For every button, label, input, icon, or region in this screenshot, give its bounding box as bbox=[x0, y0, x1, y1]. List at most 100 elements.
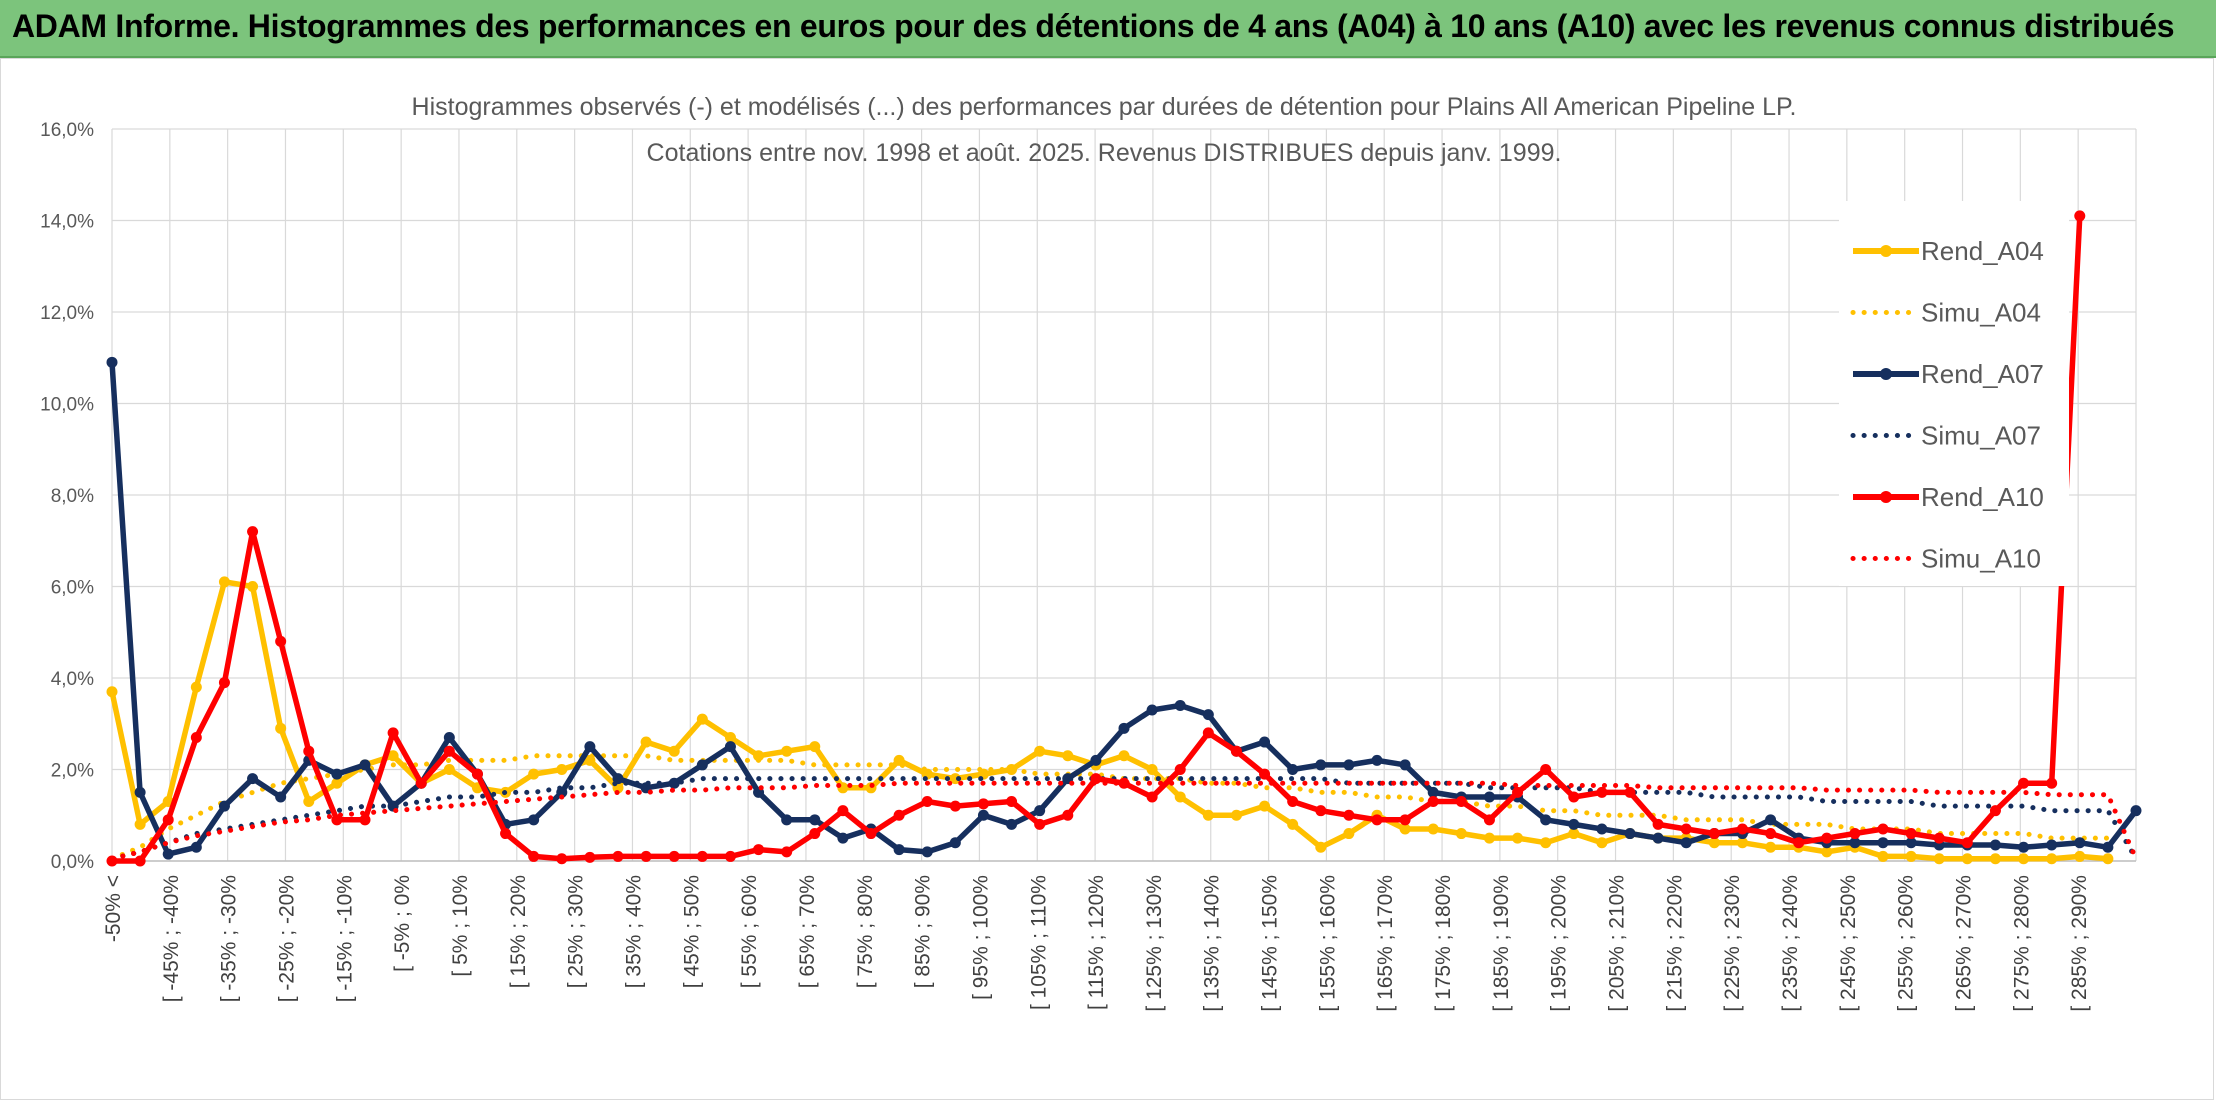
rend-a04-point bbox=[1399, 823, 1411, 835]
rend-a07-point bbox=[1399, 759, 1411, 771]
series-layer bbox=[106, 210, 2142, 867]
x-tick-label: [ 65% ; 70% bbox=[796, 875, 819, 988]
rend-a07-point bbox=[2018, 841, 2030, 853]
y-tick-label: 6,0% bbox=[51, 578, 94, 599]
rend-a07-point bbox=[247, 773, 259, 785]
x-tick-label: [ 85% ; 90% bbox=[912, 875, 935, 988]
rend-a10-point bbox=[1512, 786, 1524, 798]
report-header: ADAM Informe. Histogrammes des performan… bbox=[0, 0, 2216, 58]
rend-a04-point bbox=[1512, 832, 1524, 844]
rend-a07-point bbox=[1483, 791, 1495, 803]
rend-a04-point bbox=[331, 777, 343, 789]
x-tick-label: [ 115% ; 120% bbox=[1085, 875, 1108, 1010]
x-tick-label: [ 155% ; 160% bbox=[1316, 875, 1339, 1012]
rend-a10-point bbox=[1343, 809, 1355, 821]
rend-a04-point bbox=[106, 686, 118, 698]
legend: Rend_A04 Simu_A04 Rend_A07 Simu_A07 Rend_A10… bbox=[1839, 201, 2069, 586]
x-tick-label: -50% < bbox=[102, 875, 125, 942]
x-tick-label: [ 45% ; 50% bbox=[680, 875, 703, 988]
rend-a07-point bbox=[921, 846, 933, 858]
x-tick-label: [ -15% ; -10% bbox=[333, 875, 356, 1002]
rend-a10-point bbox=[218, 677, 230, 689]
rend-a07-point bbox=[528, 814, 540, 826]
rend-a04-point bbox=[190, 681, 202, 693]
x-tick-label: [ -5% ; 0% bbox=[391, 875, 414, 972]
rend-a10-point bbox=[865, 828, 877, 840]
rend-a07-point bbox=[1596, 823, 1608, 835]
y-tick-label: 10,0% bbox=[40, 395, 94, 416]
rend-a07-point bbox=[1877, 837, 1889, 849]
rend-a04-point bbox=[1989, 853, 2001, 865]
rend-a10-point bbox=[1793, 837, 1805, 849]
rend-a07-point bbox=[1624, 828, 1636, 840]
chart-frame: 0,0% 2,0% 4,0% 6,0% 8,0% 10,0% 12,0% 14,0% 16,0%… bbox=[0, 58, 2214, 1100]
rend-a10-point bbox=[1287, 796, 1299, 808]
rend-a04-point bbox=[2074, 850, 2086, 862]
legend-label-simu-a10: Simu_A10 bbox=[1921, 544, 2041, 574]
rend-a10-point bbox=[1849, 828, 1861, 840]
rend-a04-point bbox=[1034, 745, 1046, 757]
rend-a04-point bbox=[1455, 828, 1467, 840]
rend-a10-point bbox=[556, 853, 568, 865]
rend-a04-point bbox=[1905, 850, 1917, 862]
simu-a10-line bbox=[109, 780, 2139, 862]
x-tick-label: [ 285% ; 290% bbox=[2068, 875, 2091, 1012]
rend-a10-point bbox=[303, 745, 315, 757]
grid-layer bbox=[111, 128, 2137, 862]
series-rend-a04 bbox=[106, 576, 2114, 865]
x-tick-label: [ 185% ; 190% bbox=[1490, 875, 1513, 1012]
legend-label-simu-a07: Simu_A07 bbox=[1921, 421, 2041, 451]
x-tick-label: [ 255% ; 260% bbox=[1895, 875, 1918, 1012]
rend-a10-point bbox=[724, 850, 736, 862]
rend-a10-point bbox=[1259, 768, 1271, 780]
x-axis: -50% < [ -45% ; -40% [ -35% ; -30% [ -25% ;… bbox=[102, 860, 2136, 1012]
rend-a10-point bbox=[528, 850, 540, 862]
rend-a07-point bbox=[977, 809, 989, 821]
rend-a10-point bbox=[1989, 805, 2001, 817]
rend-a10-point bbox=[1427, 796, 1439, 808]
rend-a07-point bbox=[1905, 837, 1917, 849]
x-tick-label: [ 245% ; 250% bbox=[1837, 875, 1860, 1012]
x-tick-label: [ 95% ; 100% bbox=[969, 875, 992, 1000]
rend-a07-point bbox=[275, 791, 287, 803]
x-tick-label: [ 75% ; 80% bbox=[854, 875, 877, 988]
rend-a04-point bbox=[1821, 846, 1833, 858]
rend-a10-point bbox=[2074, 210, 2086, 222]
rend-a10-point bbox=[612, 850, 624, 862]
rend-a04-point bbox=[809, 741, 821, 753]
report-title: ADAM Informe. Histogrammes des performan… bbox=[12, 8, 2175, 44]
x-tick-label: [ 205% ; 210% bbox=[1606, 875, 1629, 1012]
rend-a10-point bbox=[1399, 814, 1411, 826]
legend-box bbox=[1839, 201, 2069, 586]
rend-a07-point bbox=[1146, 704, 1158, 716]
rend-a04-point bbox=[696, 713, 708, 725]
rend-a07-point bbox=[1118, 722, 1130, 734]
rend-a04-point bbox=[1596, 837, 1608, 849]
rend-a07-point bbox=[696, 759, 708, 771]
x-tick-label: [ -25% ; -20% bbox=[275, 875, 298, 1002]
rend-a07-point bbox=[1371, 754, 1383, 766]
rend-a04-point bbox=[724, 731, 736, 743]
x-tick-label: [ 145% ; 150% bbox=[1259, 875, 1282, 1012]
rend-a04-point bbox=[556, 764, 568, 775]
x-tick-label: [ 135% ; 140% bbox=[1201, 875, 1224, 1012]
rend-a04-point bbox=[1427, 823, 1439, 835]
rend-a04-point bbox=[949, 773, 961, 785]
x-tick-label: [ 55% ; 60% bbox=[738, 875, 761, 988]
rend-a10-point bbox=[1174, 764, 1186, 775]
rend-a07-point bbox=[724, 741, 736, 753]
rend-a04-point bbox=[640, 736, 652, 748]
x-tick-label: [ 15% ; 20% bbox=[507, 875, 530, 988]
rend-a04-point bbox=[1961, 853, 1973, 865]
x-tick-label: [ 265% ; 270% bbox=[1953, 875, 1976, 1012]
rend-a07-point bbox=[331, 768, 343, 780]
rend-a07-point bbox=[1652, 832, 1664, 844]
rend-a04-point bbox=[1568, 828, 1580, 840]
rend-a10-point bbox=[500, 828, 512, 840]
x-tick-label: [ -45% ; -40% bbox=[160, 875, 183, 1002]
legend-marker-rend-a04 bbox=[1880, 245, 1892, 257]
rend-a07-point bbox=[781, 814, 793, 826]
rend-a10-point bbox=[1905, 828, 1917, 840]
y-axis: 0,0% 2,0% 4,0% 6,0% 8,0% 10,0% 12,0% 14,0% 16,0% bbox=[40, 120, 94, 873]
rend-a04-point bbox=[668, 745, 680, 757]
